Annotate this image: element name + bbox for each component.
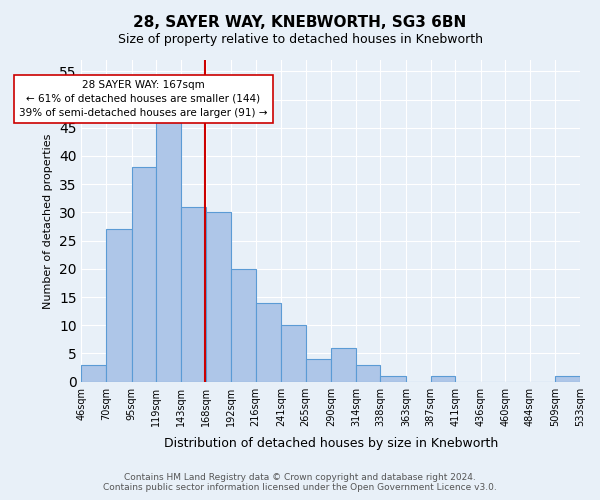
- Text: Size of property relative to detached houses in Knebworth: Size of property relative to detached ho…: [118, 32, 482, 46]
- Bar: [281, 325, 305, 382]
- Text: 28 SAYER WAY: 167sqm
← 61% of detached houses are smaller (144)
39% of semi-deta: 28 SAYER WAY: 167sqm ← 61% of detached h…: [19, 80, 268, 118]
- Bar: [181, 206, 206, 382]
- Bar: [82, 364, 106, 382]
- Bar: [380, 376, 406, 382]
- Bar: [156, 122, 181, 382]
- Bar: [331, 348, 356, 382]
- Text: 28, SAYER WAY, KNEBWORTH, SG3 6BN: 28, SAYER WAY, KNEBWORTH, SG3 6BN: [133, 15, 467, 30]
- Y-axis label: Number of detached properties: Number of detached properties: [43, 133, 53, 308]
- Bar: [206, 212, 231, 382]
- Bar: [106, 230, 131, 382]
- X-axis label: Distribution of detached houses by size in Knebworth: Distribution of detached houses by size …: [164, 437, 498, 450]
- Bar: [256, 302, 281, 382]
- Bar: [431, 376, 455, 382]
- Bar: [131, 167, 156, 382]
- Bar: [305, 359, 331, 382]
- Bar: [356, 364, 380, 382]
- Bar: [231, 269, 256, 382]
- Text: Contains HM Land Registry data © Crown copyright and database right 2024.
Contai: Contains HM Land Registry data © Crown c…: [103, 473, 497, 492]
- Bar: [556, 376, 580, 382]
